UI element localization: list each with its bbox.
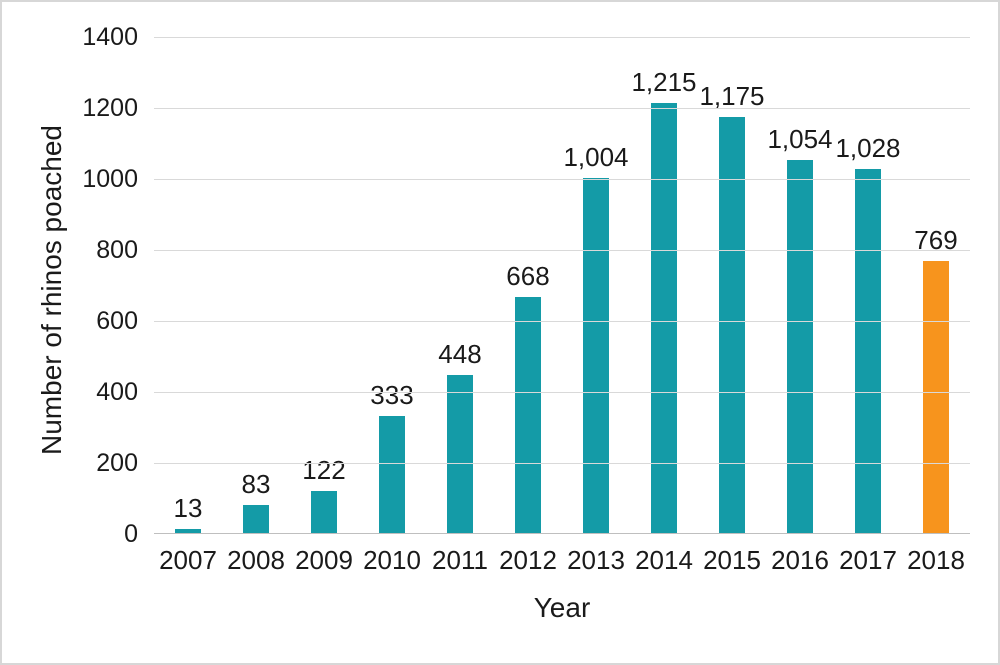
bar-slot-2007: 13: [154, 494, 222, 534]
bar-slot-2010: 333: [358, 381, 426, 534]
bar-2010: [379, 415, 405, 534]
bar-2008: [243, 504, 269, 534]
x-tick-label: 2008: [227, 545, 285, 575]
x-tick-label: 2015: [703, 545, 761, 575]
bar-slot-2017: 1,028: [834, 134, 902, 534]
bar-value-label: 1,215: [631, 66, 697, 97]
bar-2014: [651, 102, 677, 534]
bar-slot-2009: 122: [290, 456, 358, 534]
bar-2009: [311, 490, 337, 534]
y-tick-label: 1000: [82, 165, 138, 193]
bar-slot-2011: 448: [426, 340, 494, 534]
plot-area: 13 83 122 333 448 668 1,004 1,215 1,175 1,054 1,02…: [154, 37, 970, 534]
y-tick-label: 200: [96, 449, 138, 477]
gridline: [154, 392, 970, 393]
x-tick-label: 2018: [907, 545, 965, 575]
bar-slot-2018: 769: [902, 226, 970, 534]
bar-slot-2014: 1,215: [630, 68, 698, 534]
bar-value-label: 1,028: [835, 133, 901, 164]
gridline: [154, 179, 970, 180]
x-tick-label: 2010: [363, 545, 421, 575]
bar-slot-2008: 83: [222, 470, 290, 534]
bar-value-label: 1,004: [563, 141, 629, 172]
bar-2017: [855, 169, 881, 534]
x-tick-label: 2016: [771, 545, 829, 575]
bar-value-label: 122: [302, 454, 346, 485]
bars-row: 13 83 122 333 448 668 1,004 1,215 1,175 1,054 1,02…: [154, 37, 970, 534]
gridline: [154, 108, 970, 109]
y-tick-label: 0: [124, 520, 138, 548]
bar-value-label: 333: [370, 379, 414, 410]
x-tick-row: 2007 2008 2009 2010 2011 2012 2013 2014 2015 2016…: [154, 545, 970, 575]
bar-2015: [719, 116, 745, 534]
x-axis-line: [154, 533, 970, 534]
x-axis-title: Year: [533, 592, 591, 623]
y-tick-label: 1400: [82, 23, 138, 51]
x-tick-label: 2017: [839, 545, 897, 575]
bar-2007: [175, 529, 201, 534]
bar-value-label: 13: [173, 493, 203, 524]
gridline: [154, 321, 970, 322]
bar-2012: [515, 296, 541, 534]
bar-slot-2012: 668: [494, 262, 562, 534]
x-tick-label: 2014: [635, 545, 693, 575]
bar-value-label: 668: [506, 260, 550, 291]
bar-slot-2013: 1,004: [562, 143, 630, 534]
bar-value-label: 1,175: [699, 80, 765, 111]
y-tick-label: 800: [96, 236, 138, 264]
bar-value-label: 83: [241, 468, 271, 499]
bar-2013: [583, 177, 609, 534]
y-tick-label: 1200: [82, 94, 138, 122]
bar-2016: [787, 159, 813, 534]
bar-slot-2015: 1,175: [698, 82, 766, 534]
bar-slot-2016: 1,054: [766, 125, 834, 534]
bar-2011: [447, 374, 473, 534]
bar-value-label: 448: [438, 338, 482, 369]
x-tick-label: 2007: [159, 545, 217, 575]
bar-value-label: 769: [914, 225, 958, 256]
x-tick-label: 2012: [499, 545, 557, 575]
y-tick-label: 600: [96, 307, 138, 335]
bar-2018: [923, 261, 949, 534]
gridline: [154, 37, 970, 38]
gridline: [154, 463, 970, 464]
bar-value-label: 1,054: [767, 123, 833, 154]
x-tick-label: 2009: [295, 545, 353, 575]
x-tick-label: 2013: [567, 545, 625, 575]
y-tick-label: 400: [96, 378, 138, 406]
x-tick-label: 2011: [432, 545, 488, 575]
gridline: [154, 250, 970, 251]
